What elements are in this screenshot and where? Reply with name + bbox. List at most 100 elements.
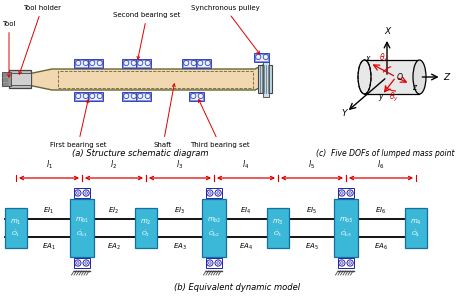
Polygon shape xyxy=(28,64,265,90)
Text: (a) Structure schematic diagram: (a) Structure schematic diagram xyxy=(72,148,208,158)
Bar xyxy=(5,208,27,248)
Bar xyxy=(75,59,89,67)
Circle shape xyxy=(198,93,203,99)
Bar xyxy=(182,58,198,68)
Text: (c)  Five DOFs of lumped mass point: (c) Five DOFs of lumped mass point xyxy=(316,148,454,158)
Text: $m_3$: $m_3$ xyxy=(272,218,284,226)
Text: $EI_6$: $EI_6$ xyxy=(375,206,387,216)
Text: $m_4$: $m_4$ xyxy=(410,218,422,226)
Bar xyxy=(190,92,204,100)
Bar xyxy=(255,53,268,61)
Text: $\theta_x$: $\theta_x$ xyxy=(379,52,389,64)
Bar xyxy=(191,92,203,100)
Bar xyxy=(365,60,419,94)
Bar xyxy=(74,92,90,100)
Text: $l_3$: $l_3$ xyxy=(176,158,183,171)
Circle shape xyxy=(90,60,95,66)
Text: Second bearing set: Second bearing set xyxy=(113,12,181,59)
Bar xyxy=(137,92,151,100)
Bar xyxy=(267,208,289,248)
Bar xyxy=(122,92,137,100)
Bar xyxy=(334,199,358,257)
Text: $m_{b1}$: $m_{b1}$ xyxy=(75,215,89,225)
Circle shape xyxy=(205,60,210,66)
Bar xyxy=(122,58,137,68)
Circle shape xyxy=(83,60,88,66)
Text: $l_1$: $l_1$ xyxy=(46,158,53,171)
Circle shape xyxy=(76,93,81,99)
Circle shape xyxy=(124,60,129,66)
Bar xyxy=(74,258,90,268)
Bar xyxy=(89,58,103,68)
Text: First bearing set: First bearing set xyxy=(50,100,106,148)
Text: $EA_2$: $EA_2$ xyxy=(107,242,121,252)
Text: $EI_2$: $EI_2$ xyxy=(109,206,119,216)
Bar xyxy=(70,199,94,257)
Bar xyxy=(198,59,210,67)
Circle shape xyxy=(76,60,81,66)
Circle shape xyxy=(137,60,143,66)
Text: $EI_1$: $EI_1$ xyxy=(44,206,55,216)
Text: $\theta_y$: $\theta_y$ xyxy=(389,90,399,104)
Bar xyxy=(135,208,157,248)
Bar xyxy=(90,92,102,100)
Circle shape xyxy=(198,60,203,66)
Text: $\dot{O}_2$: $\dot{O}_2$ xyxy=(141,229,151,239)
Circle shape xyxy=(97,93,102,99)
Bar xyxy=(206,258,222,268)
Bar xyxy=(74,58,90,68)
Circle shape xyxy=(191,60,196,66)
Bar xyxy=(89,92,103,100)
Bar xyxy=(137,92,152,100)
Bar xyxy=(124,59,137,67)
Text: $m_1$: $m_1$ xyxy=(10,218,22,226)
Bar xyxy=(75,92,89,100)
Bar xyxy=(9,70,31,88)
Circle shape xyxy=(184,60,189,66)
Circle shape xyxy=(145,60,150,66)
Text: Z: Z xyxy=(444,73,450,82)
Text: (b) Equivalent dynamic model: (b) Equivalent dynamic model xyxy=(174,283,300,292)
Circle shape xyxy=(97,60,102,66)
Text: $l_4$: $l_4$ xyxy=(242,158,250,171)
Bar xyxy=(263,61,269,97)
Bar xyxy=(338,188,354,198)
Bar xyxy=(137,59,151,67)
Bar xyxy=(124,92,137,100)
Text: X: X xyxy=(384,27,390,36)
Text: $m_2$: $m_2$ xyxy=(140,218,152,226)
Circle shape xyxy=(137,93,143,99)
Bar xyxy=(338,258,354,268)
Bar xyxy=(183,59,197,67)
Text: Third bearing set: Third bearing set xyxy=(190,100,250,148)
Text: $EA_4$: $EA_4$ xyxy=(239,242,253,252)
Ellipse shape xyxy=(413,60,426,94)
Bar xyxy=(197,58,211,68)
Text: $EA_1$: $EA_1$ xyxy=(42,242,56,252)
Text: $EA_5$: $EA_5$ xyxy=(305,242,319,252)
Text: z: z xyxy=(412,82,416,91)
Text: O: O xyxy=(397,73,403,82)
Bar xyxy=(258,65,272,93)
Bar xyxy=(202,199,226,257)
Text: $EI_3$: $EI_3$ xyxy=(174,206,186,216)
Text: Shaft: Shaft xyxy=(154,84,175,148)
Text: $m_{b3}$: $m_{b3}$ xyxy=(339,215,353,225)
Circle shape xyxy=(124,93,129,99)
Text: $EI_5$: $EI_5$ xyxy=(306,206,318,216)
Text: $EA_6$: $EA_6$ xyxy=(374,242,388,252)
Text: $l_5$: $l_5$ xyxy=(309,158,316,171)
Text: $\dot{O}_{b1}$: $\dot{O}_{b1}$ xyxy=(76,229,88,239)
Text: y: y xyxy=(378,92,382,101)
Text: $\dot{O}_3$: $\dot{O}_3$ xyxy=(273,229,283,239)
Text: $EA_3$: $EA_3$ xyxy=(173,242,187,252)
Bar xyxy=(206,188,222,198)
Text: $m_{b2}$: $m_{b2}$ xyxy=(207,215,221,225)
Bar xyxy=(74,188,90,198)
Text: Tool: Tool xyxy=(2,21,16,77)
Circle shape xyxy=(263,54,268,60)
Text: Synchronous pulley: Synchronous pulley xyxy=(191,5,260,54)
Text: $l_2$: $l_2$ xyxy=(110,158,118,171)
Text: $\dot{O}_{b3}$: $\dot{O}_{b3}$ xyxy=(340,229,352,239)
Circle shape xyxy=(131,60,137,66)
